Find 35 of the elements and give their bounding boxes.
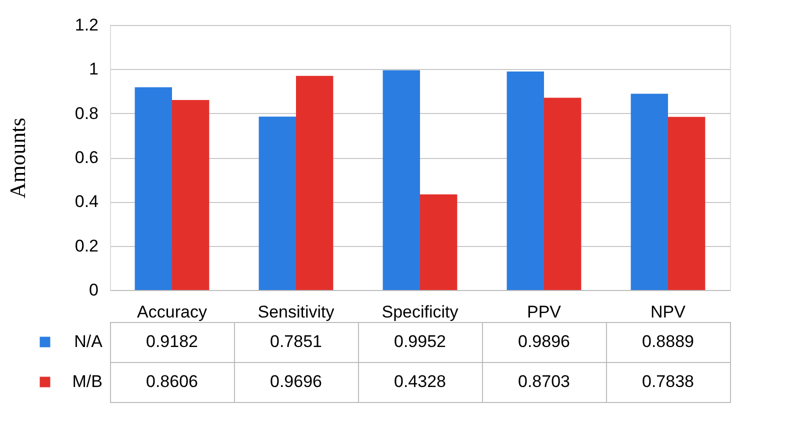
y-tick-label: 0 bbox=[89, 280, 98, 300]
data-label: 0.8703 bbox=[518, 372, 570, 391]
data-label: 0.8889 bbox=[642, 332, 694, 351]
bar bbox=[172, 100, 210, 290]
y-tick-label: 0.4 bbox=[74, 192, 98, 212]
bar bbox=[668, 116, 706, 290]
x-tick-label: Sensitivity bbox=[258, 302, 335, 322]
bar bbox=[544, 98, 582, 290]
x-tick-label: Accuracy bbox=[137, 302, 208, 322]
bar bbox=[420, 194, 458, 290]
data-label: 0.9696 bbox=[270, 372, 322, 391]
x-tick-label: PPV bbox=[526, 302, 562, 322]
y-tick-label: 0.8 bbox=[74, 104, 98, 123]
data-label: 0.9182 bbox=[146, 332, 198, 351]
data-label: 0.9896 bbox=[518, 332, 570, 351]
legend-label: M/B bbox=[72, 372, 102, 391]
bar bbox=[296, 76, 334, 290]
bar bbox=[382, 70, 420, 290]
y-tick-label: 1 bbox=[89, 60, 98, 79]
y-tick-label: 1.2 bbox=[74, 16, 98, 34]
bar bbox=[134, 87, 172, 290]
x-tick-label: NPV bbox=[650, 302, 686, 322]
bar bbox=[258, 116, 296, 290]
bar bbox=[630, 94, 668, 290]
data-label: 0.7838 bbox=[642, 372, 694, 391]
bar bbox=[506, 71, 544, 290]
data-label: 0.9952 bbox=[394, 332, 446, 351]
x-tick-label: Specificity bbox=[382, 302, 459, 322]
y-tick-label: 0.2 bbox=[74, 236, 98, 256]
data-label: 0.8606 bbox=[146, 372, 198, 391]
legend-label: N/A bbox=[74, 332, 104, 351]
data-label: 0.7851 bbox=[270, 332, 322, 351]
y-axis-title: Amounts bbox=[4, 118, 30, 198]
data-label: 0.4328 bbox=[394, 372, 446, 391]
y-tick-label: 0.6 bbox=[74, 148, 98, 167]
